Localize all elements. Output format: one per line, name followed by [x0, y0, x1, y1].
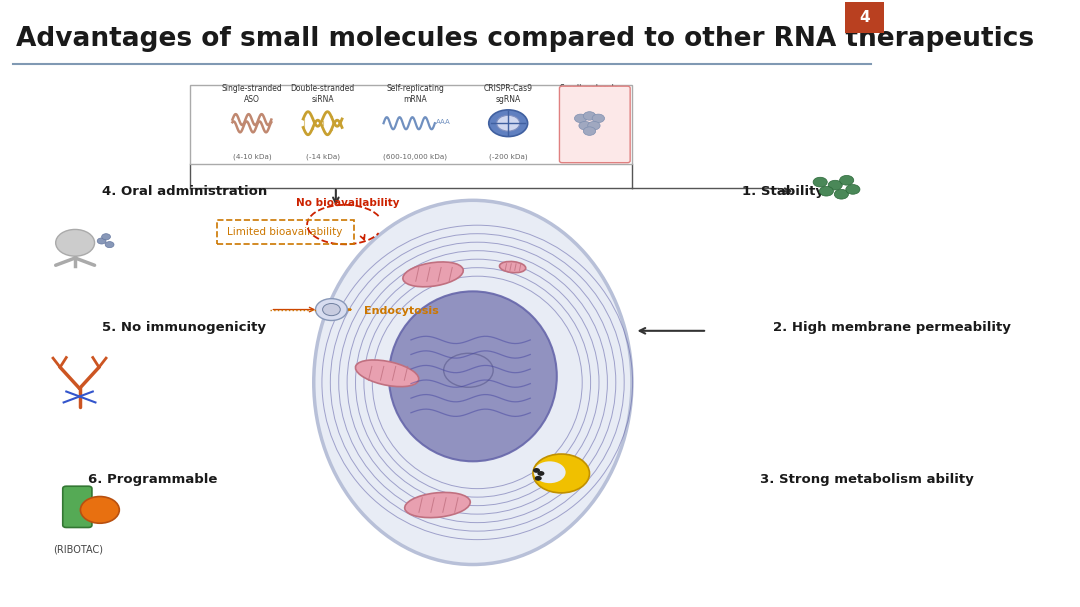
Circle shape: [538, 471, 544, 476]
Circle shape: [835, 189, 849, 199]
Text: (600-10,000 kDa): (600-10,000 kDa): [383, 154, 447, 160]
Circle shape: [323, 304, 340, 316]
Text: 6. Programmable: 6. Programmable: [89, 473, 218, 486]
Circle shape: [532, 468, 540, 473]
Circle shape: [583, 127, 596, 135]
Text: (<1 kDa): (<1 kDa): [573, 154, 606, 160]
FancyBboxPatch shape: [845, 2, 883, 33]
Circle shape: [444, 353, 494, 387]
Ellipse shape: [499, 262, 526, 273]
Circle shape: [846, 185, 860, 194]
Ellipse shape: [389, 291, 557, 461]
Text: Self-replicating
mRNA: Self-replicating mRNA: [387, 84, 444, 104]
Circle shape: [813, 177, 827, 187]
Circle shape: [828, 180, 842, 190]
Circle shape: [579, 121, 591, 130]
Text: Small molecule
drug: Small molecule drug: [561, 84, 619, 104]
Ellipse shape: [314, 200, 632, 565]
Text: 4. Oral administration: 4. Oral administration: [102, 185, 267, 198]
Ellipse shape: [355, 360, 419, 387]
Text: (-200 kDa): (-200 kDa): [489, 154, 527, 160]
Text: No bioavailability: No bioavailability: [297, 198, 400, 208]
Text: 5. No immunogenicity: 5. No immunogenicity: [102, 321, 266, 334]
Circle shape: [575, 114, 586, 123]
Text: 4: 4: [859, 10, 869, 25]
Circle shape: [56, 229, 95, 256]
Circle shape: [588, 121, 600, 130]
Circle shape: [535, 476, 542, 481]
Ellipse shape: [403, 262, 463, 287]
FancyBboxPatch shape: [63, 486, 92, 527]
Circle shape: [839, 175, 854, 185]
Text: CRISPR-Cas9
sgRNA: CRISPR-Cas9 sgRNA: [484, 84, 532, 104]
Text: Limited bioavailability: Limited bioavailability: [227, 227, 342, 237]
Text: AAA: AAA: [435, 119, 450, 125]
Text: (RIBOTAC): (RIBOTAC): [53, 544, 103, 554]
Circle shape: [532, 454, 590, 493]
Text: (4-10 kDa): (4-10 kDa): [232, 154, 271, 160]
Text: 3. Strong metabolism ability: 3. Strong metabolism ability: [760, 473, 974, 486]
Circle shape: [97, 238, 106, 244]
Circle shape: [583, 112, 596, 120]
Text: 1. Stability: 1. Stability: [742, 185, 824, 198]
Circle shape: [592, 114, 605, 123]
Text: Advantages of small molecules compared to other RNA therapeutics: Advantages of small molecules compared t…: [16, 27, 1034, 52]
Text: Endocytosis: Endocytosis: [364, 307, 438, 316]
Circle shape: [820, 186, 834, 196]
Circle shape: [105, 242, 114, 248]
Circle shape: [497, 115, 519, 131]
Ellipse shape: [405, 492, 470, 518]
Text: (-14 kDa): (-14 kDa): [306, 154, 339, 160]
Circle shape: [489, 110, 528, 137]
Circle shape: [534, 461, 566, 483]
Circle shape: [315, 299, 348, 320]
Circle shape: [80, 497, 119, 523]
Text: 2. High membrane permeability: 2. High membrane permeability: [773, 321, 1011, 334]
Text: Single-stranded
ASO: Single-stranded ASO: [221, 84, 282, 104]
Text: Double-stranded
siRNA: Double-stranded siRNA: [291, 84, 354, 104]
FancyBboxPatch shape: [559, 86, 630, 163]
FancyBboxPatch shape: [190, 85, 632, 164]
Circle shape: [102, 234, 110, 240]
